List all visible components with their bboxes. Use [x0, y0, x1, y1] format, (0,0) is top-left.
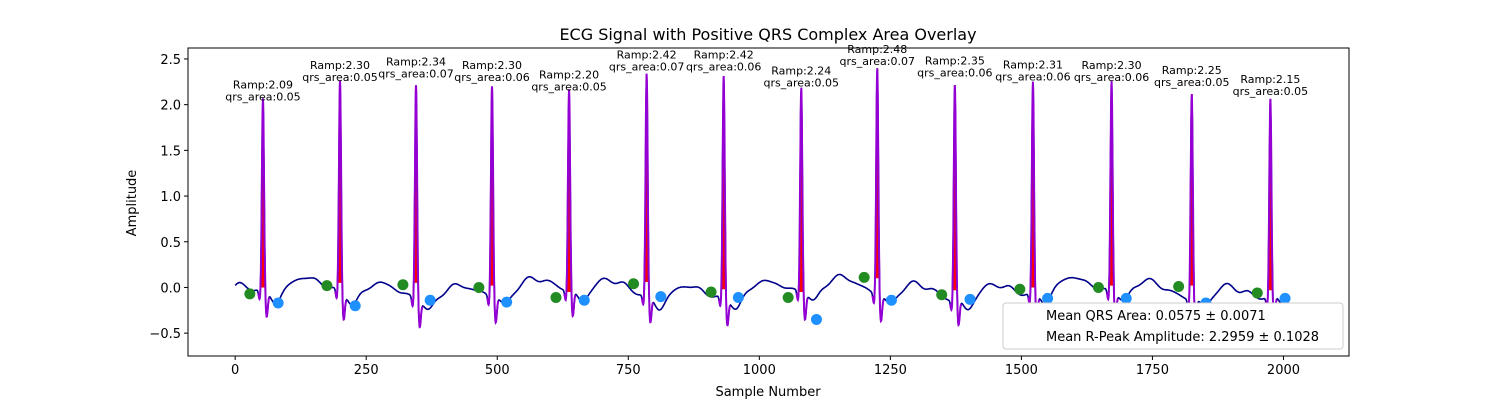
qrs-segment-line	[795, 87, 809, 322]
qrs-area-annotation: qrs_area:0.05	[225, 90, 300, 103]
qrs-segment-line	[563, 89, 577, 319]
qrs-onset-marker	[628, 278, 640, 290]
qrs-onset-marker	[244, 288, 256, 300]
qrs-offset-marker	[732, 292, 744, 304]
x-tick-label: 1000	[743, 363, 776, 378]
qrs-offset-marker	[578, 294, 590, 306]
qrs-area-annotation: qrs_area:0.06	[454, 71, 529, 84]
qrs-offset-marker	[1042, 292, 1054, 304]
y-tick-label: 1.0	[160, 190, 181, 205]
y-tick-label: −0.5	[149, 327, 181, 342]
qrs-onset-marker	[1092, 281, 1104, 293]
y-tick-label: 1.5	[160, 144, 181, 159]
qrs-offset-marker	[501, 296, 513, 308]
y-tick-label: 2.0	[160, 99, 181, 114]
ramp-annotation: Ramp:2.25	[1162, 64, 1222, 77]
qrs-area-annotation: qrs_area:0.05	[1233, 85, 1308, 98]
qrs-onset-marker	[473, 281, 485, 293]
x-tick-label: 1500	[1005, 363, 1038, 378]
qrs-segment-line	[871, 68, 885, 324]
x-tick-label: 250	[354, 363, 379, 378]
legend: Mean QRS Area: 0.0575 ± 0.0071 Mean R-Pe…	[1002, 302, 1344, 350]
qrs-area-annotation: qrs_area:0.06	[686, 60, 761, 73]
ramp-annotation: Ramp:2.34	[386, 56, 446, 69]
qrs-offset-marker	[655, 291, 667, 303]
x-tick-label: 1750	[1136, 363, 1169, 378]
y-tick-label: 0.0	[160, 281, 181, 296]
qrs-area-annotation: qrs_area:0.07	[609, 60, 684, 73]
chart-title: ECG Signal with Positive QRS Complex Are…	[559, 25, 976, 44]
qrs-onset-marker	[1014, 283, 1026, 295]
qrs-area-annotation: qrs_area:0.05	[764, 77, 839, 90]
ramp-annotation: Ramp:2.24	[771, 65, 831, 78]
qrs-offset-marker	[424, 294, 436, 306]
ramp-annotation: Ramp:2.30	[462, 59, 522, 72]
qrs-offset-marker	[1279, 292, 1291, 304]
qrs-onset-marker	[705, 286, 717, 298]
ramp-annotation: Ramp:2.35	[925, 55, 985, 68]
qrs-segment-line	[257, 98, 271, 318]
qrs-onset-marker	[858, 271, 870, 283]
qrs-offset-marker	[964, 293, 976, 305]
x-tick-label: 750	[616, 363, 641, 378]
qrs-segment-line	[949, 84, 963, 328]
qrs-area-annotation: qrs_area:0.06	[995, 70, 1070, 83]
qrs-onset-marker	[1173, 281, 1185, 293]
ramp-annotation: Ramp:2.30	[1082, 59, 1142, 72]
ramp-annotation: Ramp:2.48	[847, 43, 907, 56]
qrs-onset-marker	[1251, 287, 1263, 299]
qrs-onset-marker	[321, 280, 333, 292]
qrs-area-annotation: qrs_area:0.06	[917, 67, 992, 80]
x-axis-label: Sample Number	[715, 385, 821, 400]
y-axis-label: Amplitude	[125, 170, 140, 237]
qrs-segment-line	[718, 76, 731, 327]
ramp-annotation: Ramp:2.20	[539, 68, 599, 81]
qrs-offset-marker	[272, 297, 284, 309]
qrs-area-annotation: qrs_area:0.05	[531, 80, 606, 93]
qrs-offset-marker	[1120, 292, 1132, 304]
ramp-annotation: Ramp:2.15	[1240, 73, 1300, 86]
qrs-segment-line	[486, 86, 500, 326]
ramp-annotation: Ramp:2.30	[310, 59, 370, 72]
qrs-onset-marker	[550, 292, 562, 304]
qrs-offset-marker	[349, 300, 361, 312]
ramp-annotation: Ramp:2.42	[617, 48, 677, 61]
qrs-area-annotation: qrs_area:0.05	[302, 71, 377, 84]
qrs-offset-marker	[885, 294, 897, 306]
x-tick-label: 0	[231, 363, 239, 378]
qrs-offset-marker	[810, 313, 822, 325]
qrs-onset-marker	[936, 289, 948, 301]
legend-entry-mean-r-peak-amplitude: Mean R-Peak Amplitude: 2.2959 ± 0.1028	[1046, 330, 1319, 345]
qrs-area-annotation: qrs_area:0.05	[1154, 76, 1229, 89]
x-tick-label: 500	[485, 363, 510, 378]
y-tick-label: 0.5	[160, 236, 181, 251]
qrs-area-annotation: qrs_area:0.07	[840, 55, 915, 68]
ramp-annotation: Ramp:2.31	[1003, 58, 1063, 71]
qrs-area-annotation: qrs_area:0.07	[378, 68, 453, 81]
x-axis: 0 250 500 750 1000 1250 1500 1750 2000	[231, 356, 1300, 378]
qrs-segment-line	[334, 80, 348, 321]
qrs-segment-line	[410, 85, 424, 329]
y-tick-label: 2.5	[160, 53, 181, 68]
qrs-area-annotation: qrs_area:0.06	[1074, 71, 1149, 84]
legend-box	[1002, 302, 1344, 350]
legend-entry-mean-qrs-area: Mean QRS Area: 0.0575 ± 0.0071	[1046, 309, 1266, 324]
y-axis: −0.5 0.0 0.5 1.0 1.5 2.0 2.5	[149, 53, 188, 342]
ramp-annotation: Ramp:2.09	[233, 78, 293, 91]
ramp-annotation: Ramp:2.42	[694, 48, 754, 61]
qrs-segment-line	[640, 73, 654, 324]
annotation-layer: Ramp:2.09qrs_area:0.05Ramp:2.30qrs_area:…	[225, 43, 1308, 104]
plot-area: Ramp:2.09qrs_area:0.05Ramp:2.30qrs_area:…	[225, 43, 1308, 329]
x-tick-label: 2000	[1267, 363, 1300, 378]
axes-frame	[187, 47, 1350, 357]
x-tick-label: 1250	[874, 363, 907, 378]
qrs-onset-marker	[397, 279, 409, 291]
qrs-onset-marker	[782, 292, 794, 304]
